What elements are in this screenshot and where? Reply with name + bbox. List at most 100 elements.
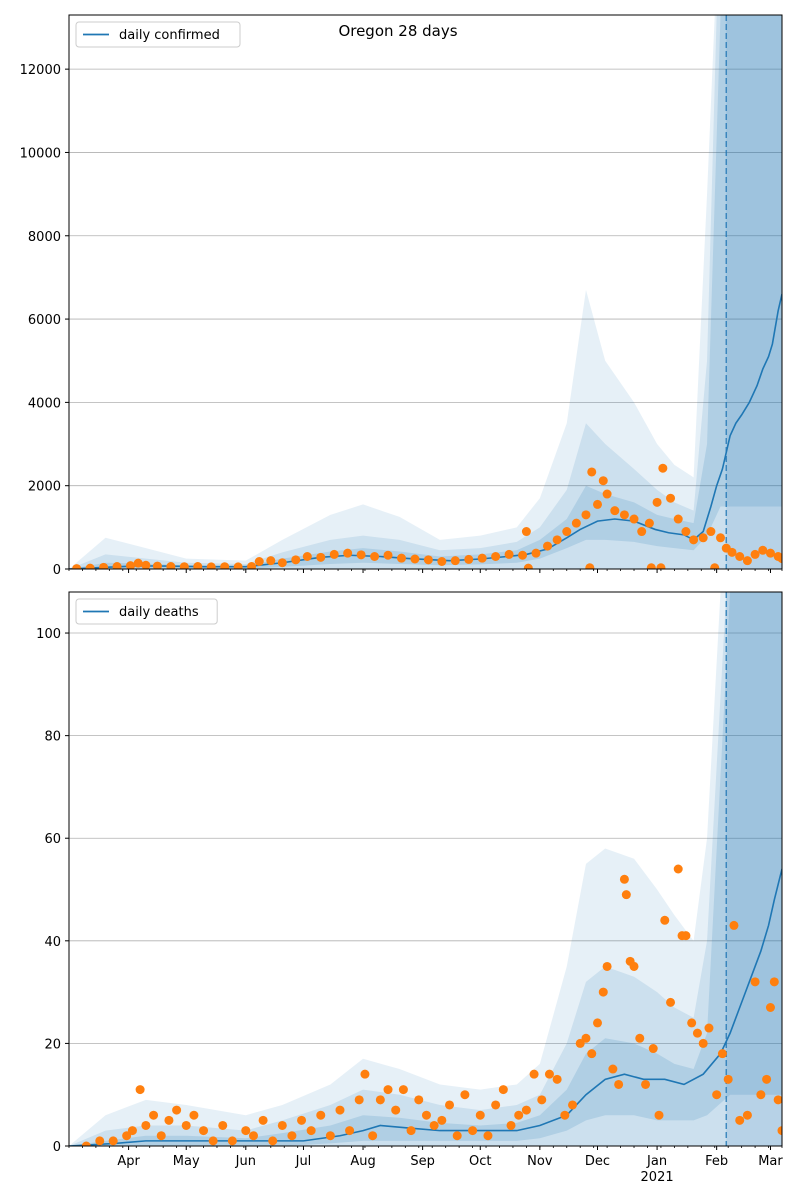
uncertainty-band-inner <box>69 15 782 569</box>
observed-point <box>383 1085 393 1095</box>
legend: daily confirmed <box>75 21 241 48</box>
observed-point <box>560 1110 570 1120</box>
observed-point <box>706 527 716 537</box>
axes-frame <box>68 14 783 570</box>
observed-point <box>641 1079 651 1089</box>
observed-point <box>666 493 676 503</box>
observed-point <box>660 915 670 925</box>
observed-point <box>450 556 460 566</box>
observed-point <box>227 1136 237 1146</box>
x-tick-label: Feb <box>705 1154 728 1169</box>
observed-point <box>126 561 135 569</box>
observed-point <box>95 1136 105 1146</box>
observed-point <box>598 987 608 997</box>
y-tick-label: 60 <box>44 832 61 847</box>
observed-point <box>716 533 726 543</box>
x-tick-label: Jun <box>235 1154 256 1169</box>
observed-point <box>717 1049 727 1059</box>
observed-point <box>122 1131 132 1141</box>
observed-point <box>156 1131 166 1141</box>
observed-point <box>644 518 654 528</box>
observed-point <box>742 1110 752 1120</box>
legend: daily deaths <box>75 598 218 625</box>
observed-point <box>268 1136 278 1146</box>
x-tick-label: Jan <box>646 1154 667 1169</box>
observed-point <box>777 1126 782 1136</box>
observed-point <box>619 510 629 520</box>
observed-point <box>491 1100 501 1110</box>
observed-point <box>762 1074 772 1084</box>
y-tick-label: 0 <box>53 1140 61 1155</box>
observed-point <box>602 489 612 499</box>
observed-point <box>568 1100 578 1110</box>
observed-point <box>619 874 629 884</box>
observed-point <box>254 557 264 567</box>
observed-point <box>698 1038 708 1048</box>
observed-point <box>383 550 393 560</box>
observed-point <box>531 548 541 558</box>
observed-point <box>629 961 639 971</box>
observed-point <box>179 562 189 569</box>
deaths-panel: 0 20 40 60 80 100 Apr May Jun Jul Aug Sep Oct Nov Dec J… <box>36 591 783 1185</box>
observed-point <box>593 1018 603 1028</box>
observed-point <box>316 552 326 562</box>
observed-point <box>266 556 276 566</box>
observed-point <box>329 549 339 559</box>
observed-point <box>750 549 760 559</box>
observed-point <box>689 535 699 545</box>
observed-point <box>692 1028 702 1038</box>
observed-point <box>406 1126 416 1136</box>
observed-point <box>581 510 591 520</box>
observed-point <box>199 1126 209 1136</box>
observed-point <box>652 497 662 507</box>
observed-point <box>452 1131 462 1141</box>
observed-point <box>710 563 720 569</box>
observed-point <box>135 1085 145 1095</box>
x-tick-label: Dec <box>585 1154 610 1169</box>
plot-area <box>69 592 782 1146</box>
observed-point <box>287 1131 297 1141</box>
legend-label: daily confirmed <box>119 28 220 43</box>
observed-point <box>241 1126 251 1136</box>
observed-point <box>537 1095 547 1105</box>
x-tick-label: Oct <box>469 1154 491 1169</box>
observed-point <box>108 1136 118 1146</box>
observed-point <box>141 1120 151 1130</box>
observed-point <box>648 1044 658 1054</box>
observed-point <box>133 558 143 568</box>
observed-point <box>585 563 595 569</box>
observed-point <box>698 533 708 543</box>
observed-point <box>297 1115 307 1125</box>
observed-point <box>587 1049 597 1059</box>
observed-point <box>673 514 683 524</box>
observed-point <box>727 547 737 557</box>
observed-point <box>518 550 528 560</box>
observed-point <box>233 562 243 569</box>
observed-point <box>356 550 366 560</box>
observed-point <box>773 1095 782 1105</box>
axes-frame <box>68 591 783 1147</box>
observed-point <box>621 890 631 900</box>
observed-point <box>370 552 380 562</box>
observed-point <box>421 1110 431 1120</box>
observed-point <box>189 1110 199 1120</box>
observed-point <box>306 1126 316 1136</box>
observed-point <box>460 1090 470 1100</box>
observed-point <box>277 1120 287 1130</box>
observed-point <box>552 535 562 545</box>
x-tick-label: Nov <box>527 1154 553 1169</box>
observed-point <box>491 552 501 562</box>
observed-point <box>141 560 151 569</box>
observed-point <box>681 527 691 537</box>
observed-point <box>629 514 639 524</box>
observed-point <box>529 1069 539 1079</box>
observed-point <box>181 1120 191 1130</box>
observed-point <box>81 1141 91 1146</box>
observed-point <box>206 562 216 569</box>
legend-box <box>75 21 241 48</box>
forecast-region <box>726 15 782 569</box>
observed-point <box>543 541 553 551</box>
x-tick-label: Jul <box>295 1154 312 1169</box>
observed-point <box>152 561 162 569</box>
